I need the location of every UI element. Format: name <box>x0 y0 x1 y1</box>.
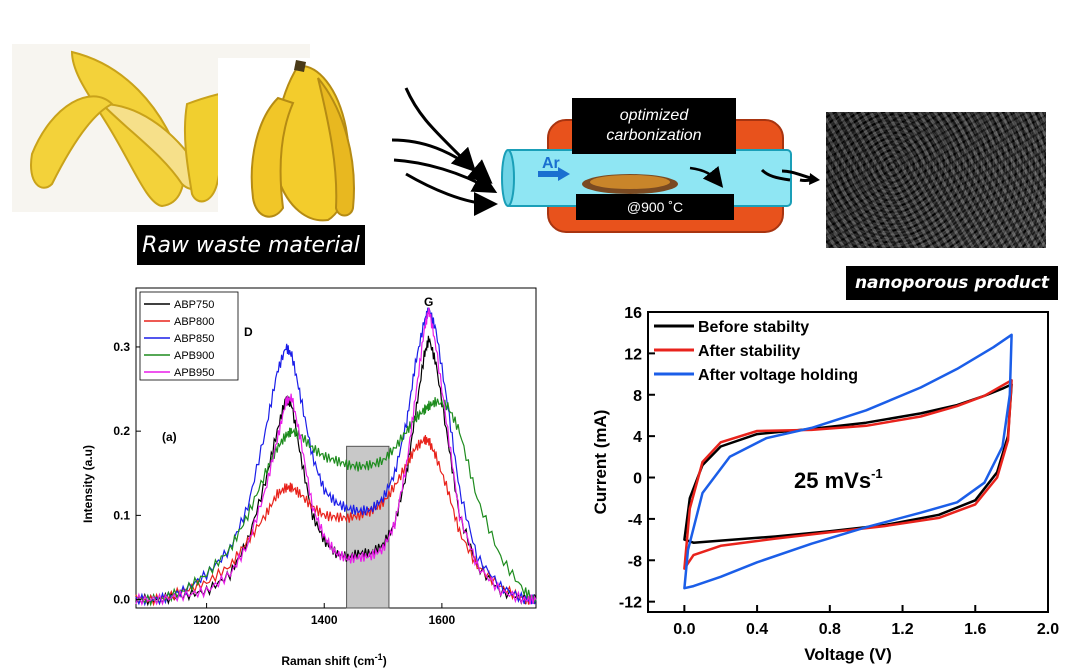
shaded-region <box>346 445 390 609</box>
raman-x-tick-label: 1600 <box>429 613 456 627</box>
raman-y-tick-label: 0.2 <box>113 424 130 438</box>
cv-series-3 <box>683 333 1013 590</box>
scan-rate-value: 25 mVs <box>794 468 871 493</box>
panel-label: (a) <box>162 430 177 444</box>
raman-legend-label: ABP800 <box>174 316 214 328</box>
raman-legend-label: APB900 <box>174 350 214 362</box>
cv-x-axis-label: Voltage (V) <box>804 645 892 664</box>
cv-x-tick-label: 0.4 <box>746 621 768 638</box>
raman-x-tick-label: 1200 <box>193 613 220 627</box>
scan-rate-sup: -1 <box>871 466 883 481</box>
argon-label: Ar <box>542 155 560 172</box>
cv-legend: Before stabilty After stability After volt… <box>654 319 858 384</box>
cv-y-axis-label: Current (mA) <box>591 410 610 515</box>
sem-micrograph <box>826 112 1046 248</box>
raman-series-abp800 <box>135 434 537 607</box>
cv-y-tick-label: 12 <box>624 346 642 363</box>
peak-label-g: G <box>424 295 433 309</box>
cv-y-tick-label: 4 <box>633 429 642 446</box>
cv-chart: 0.0 0.4 0.8 1.2 1.6 2.0 -12 -8 -4 0 4 8 12 16 Before … <box>591 305 1059 664</box>
cv-y-tick-label: 8 <box>633 388 642 405</box>
cv-x-tick-label: 1.2 <box>891 621 913 638</box>
cv-y-tick-label: 16 <box>624 305 642 322</box>
peak-label-d: D <box>244 325 253 339</box>
cv-x-tick-label: 0.0 <box>673 621 695 638</box>
cv-legend-label: Before stabilty <box>698 319 809 336</box>
banana-photo <box>218 58 366 228</box>
cv-series-2 <box>683 379 1013 570</box>
cv-y-tick-label: 0 <box>633 471 642 488</box>
cv-x-tick-label: 0.8 <box>819 621 841 638</box>
raman-legend-label: ABP850 <box>174 333 214 345</box>
cv-legend-label: After voltage holding <box>698 367 858 384</box>
raman-y-tick-label: 0.1 <box>113 508 130 522</box>
raman-x-axis-label: Raman shift (cm-1) <box>281 652 386 668</box>
raman-series-apb950 <box>135 307 537 607</box>
raman-chart: 1200 1400 1600 0.0 0.1 0.2 0.3 D G (a) Intensi… <box>81 287 537 668</box>
raw-material-label: Raw waste material <box>137 225 365 265</box>
raman-legend: ABP750 ABP800 ABP850 APB900 APB950 <box>139 291 239 381</box>
raman-x-axis-label-close: ) <box>383 654 387 668</box>
raman-series-apb900 <box>135 397 537 607</box>
raman-y-tick-label: 0.0 <box>113 593 130 607</box>
raman-x-tick-label: 1400 <box>311 613 338 627</box>
raman-legend-label: ABP750 <box>174 299 214 311</box>
raman-legend-box <box>139 291 239 381</box>
product-label: nanoporous product <box>846 266 1058 300</box>
raman-x-axis-label-sup: -1 <box>375 652 383 662</box>
cv-y-tick-label: -8 <box>628 553 642 570</box>
scan-rate-annotation: 25 mVs-1 <box>794 466 883 493</box>
cv-legend-label: After stability <box>698 343 800 360</box>
sem-micrograph-texture <box>826 112 1046 248</box>
raman-plot-area <box>135 287 537 609</box>
raman-y-tick-label: 0.3 <box>113 340 130 354</box>
raman-legend-label: APB950 <box>174 367 214 379</box>
process-arrows <box>391 87 498 216</box>
cv-x-tick-label: 2.0 <box>1037 621 1059 638</box>
raman-x-axis-label-main: Raman shift (cm <box>281 654 374 668</box>
carbonization-label: optimized carbonization <box>572 98 736 154</box>
raman-series-abp850 <box>135 307 537 607</box>
carbonization-line2: carbonization <box>606 127 702 144</box>
cv-plot-area <box>647 311 1049 613</box>
cv-y-tick-label: -12 <box>619 595 642 612</box>
cv-x-tick-label: 1.6 <box>964 621 986 638</box>
cv-series-1 <box>683 383 1013 544</box>
carbonization-line1: optimized <box>619 107 689 124</box>
product-arrow <box>781 169 820 185</box>
raman-y-axis-label: Intensity (a.u) <box>81 445 95 523</box>
cv-y-tick-label: -4 <box>628 512 642 529</box>
temperature-label: @900 ˚C <box>576 194 734 220</box>
